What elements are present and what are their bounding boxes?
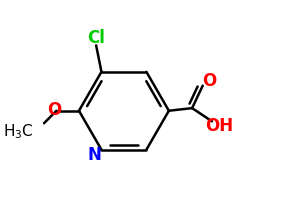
Text: OH: OH [205, 116, 233, 134]
Text: Cl: Cl [87, 29, 105, 47]
Text: H$_3$C: H$_3$C [3, 122, 33, 141]
Text: O: O [47, 101, 61, 119]
Text: N: N [87, 145, 101, 163]
Text: O: O [202, 72, 216, 90]
